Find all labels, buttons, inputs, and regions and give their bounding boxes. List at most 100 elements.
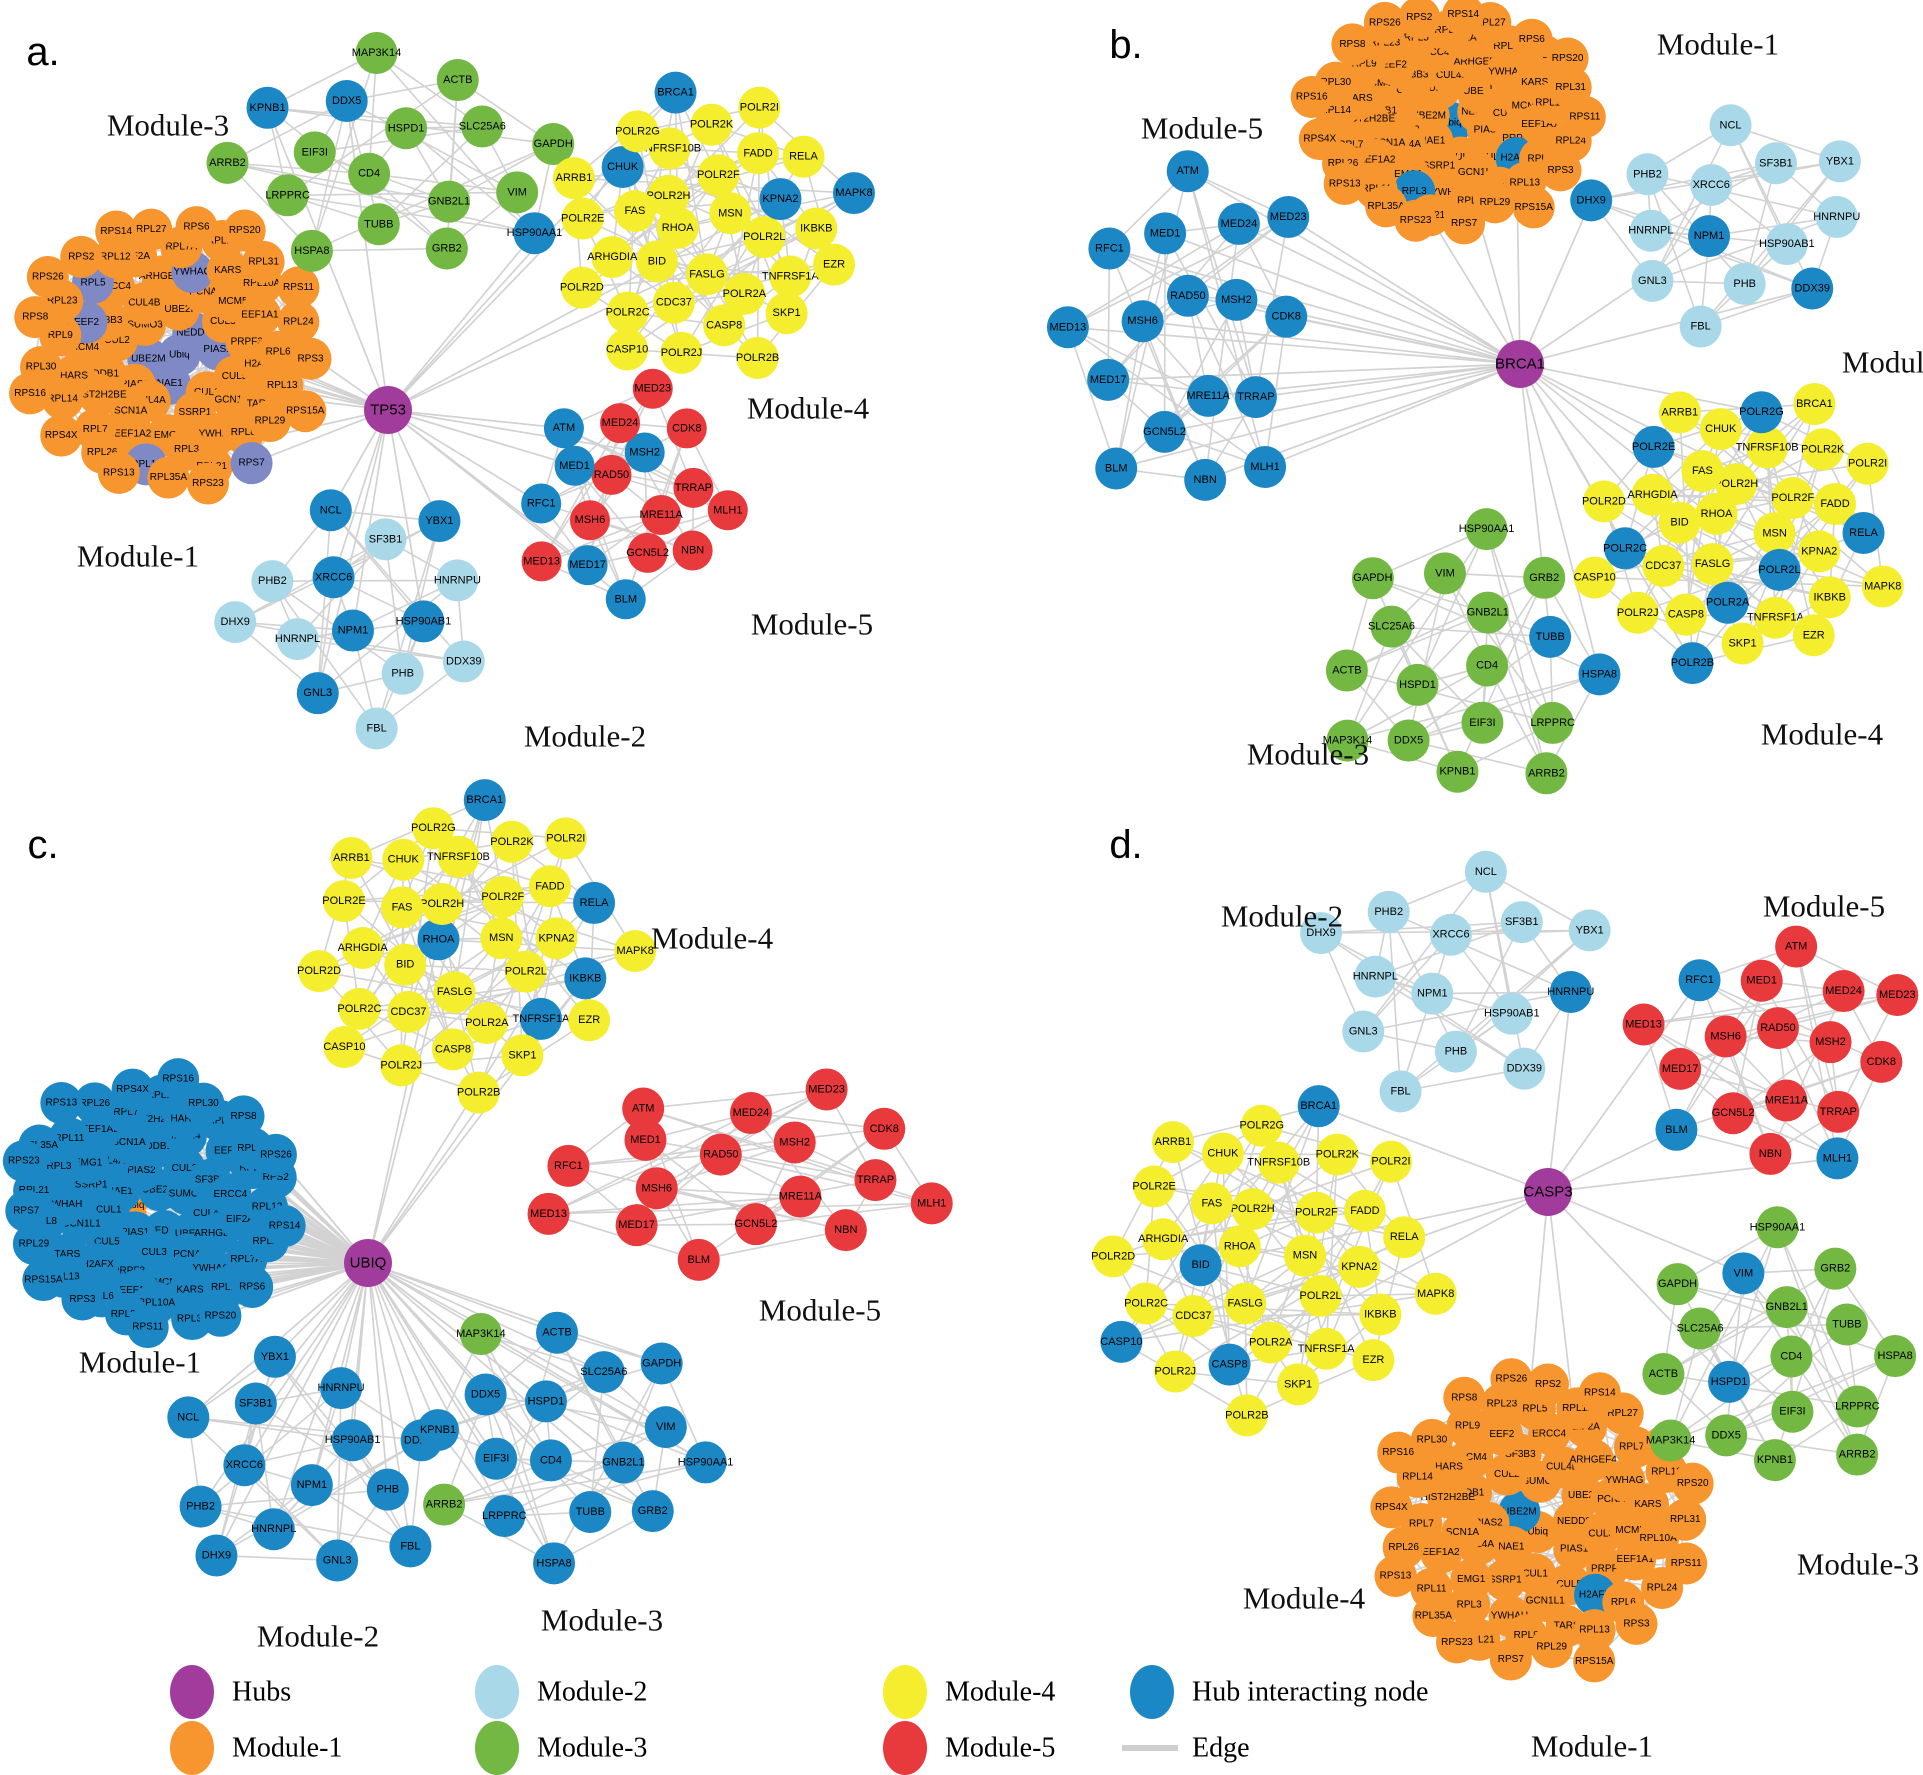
network-node-GAPDH: [1656, 1263, 1699, 1306]
hub-node-BRCA1: [1496, 340, 1544, 388]
network-node-DDX5: [1705, 1414, 1748, 1457]
node-label-RPL21: RPL21: [19, 1185, 50, 1196]
node-label-XRCC6: XRCC6: [1432, 929, 1469, 941]
node-label-MAP3K14: MAP3K14: [456, 1328, 506, 1340]
edge: [1651, 124, 1732, 282]
network-node-GAPDH: [640, 1342, 683, 1385]
network-node-SF3B1: [1500, 901, 1543, 944]
node-label-RPS4X: RPS4X: [1375, 1502, 1408, 1513]
network-node-MED23: [1876, 974, 1919, 1017]
network-node-NPM1: [1411, 972, 1454, 1015]
node-label-RFC1: RFC1: [527, 498, 556, 510]
network-node-VIM: [496, 171, 539, 214]
node-label-RPS16: RPS16: [162, 1074, 194, 1085]
network-node-RHOA: [656, 206, 699, 249]
node-label-KPNA2: KPNA2: [1801, 545, 1837, 557]
network-node-TRRAP: [1234, 376, 1277, 419]
network-node-ARHGDIA: [1142, 1218, 1185, 1261]
node-label-UBE2M: UBE2M: [142, 1185, 176, 1196]
node-label-CUL2: CUL2: [104, 335, 130, 346]
network-node-RPS7: [1443, 202, 1486, 245]
node-label-YWHAH: YWHAH: [1431, 187, 1468, 198]
edge: [188, 1416, 422, 1442]
network-node-RPS14: [1578, 1372, 1621, 1415]
network-node-GNL3: [1631, 259, 1674, 302]
node-label-POLR2H: POLR2H: [1231, 1203, 1275, 1215]
network-node-RPS3: [1539, 149, 1582, 192]
legend-label-Module-2: Module-2: [537, 1677, 647, 1708]
node-label-HSPA8: HSPA8: [536, 1557, 571, 1569]
network-node-CASP10: [323, 1025, 366, 1068]
network-node-MED23: [805, 1068, 848, 1111]
edge: [1362, 934, 1452, 1033]
network-node-RPS16: [9, 372, 52, 415]
node-label-TNFRSF10B: TNFRSF10B: [1247, 1157, 1310, 1169]
node-label-YBX1: YBX1: [261, 1351, 289, 1363]
edge: [1487, 612, 1548, 774]
network-node-TUBB: [1529, 615, 1572, 658]
node-label-RHOA: RHOA: [662, 222, 694, 234]
node-label-SKP1: SKP1: [1284, 1378, 1312, 1390]
node-label-MED1: MED1: [559, 460, 590, 472]
node-label-CDK8: CDK8: [1272, 311, 1301, 323]
network-node-VIM: [644, 1406, 687, 1449]
network-node-GRB2: [1523, 556, 1566, 599]
node-label-MAP3K14: MAP3K14: [1323, 735, 1373, 747]
node-label-RPL29: RPL29: [1536, 1642, 1567, 1653]
node-label-RPL13: RPL13: [267, 380, 298, 391]
network-node-FBL: [389, 1525, 432, 1568]
node-label-GNL3: GNL3: [1349, 1026, 1378, 1038]
network-node-GCN5L2: [1143, 410, 1186, 453]
node-label-RPS8: RPS8: [1451, 1392, 1478, 1403]
node-label-CDK8: CDK8: [672, 422, 701, 434]
node-label-RPL9: RPL9: [1352, 59, 1377, 70]
edge: [376, 52, 483, 128]
node-label-RFC1: RFC1: [1685, 974, 1714, 986]
edge: [408, 977, 586, 1013]
network-node-RPS4X: [111, 1068, 154, 1111]
edge: [484, 1394, 555, 1564]
node-label-RAD50: RAD50: [594, 469, 629, 481]
network-node-FBL: [1679, 305, 1722, 348]
legend-swatch-Module-3: [475, 1721, 519, 1775]
network-node-RPS16: [1290, 75, 1333, 118]
node-label-FBL: FBL: [367, 722, 387, 734]
network-node-POLR2D: [1092, 1235, 1135, 1278]
network-node-RPS26: [254, 1133, 297, 1176]
node-label-MSH6: MSH6: [575, 514, 606, 526]
node-label-RPS4X: RPS4X: [116, 1084, 149, 1095]
network-node-SKP1: [1721, 622, 1764, 665]
network-node-RHOA: [1218, 1225, 1261, 1268]
node-label-RPS8: RPS8: [1339, 39, 1366, 50]
node-label-GCN1L1: GCN1L1: [1526, 1595, 1565, 1606]
node-label-RPL7A: RPL7A: [1493, 41, 1525, 52]
edge: [750, 1112, 885, 1130]
node-label-MSN: MSN: [489, 932, 514, 944]
node-label-CUL2: CUL2: [172, 1163, 198, 1174]
edge: [1594, 532, 1775, 579]
node-label-RPL7A: RPL7A: [165, 242, 197, 253]
node-label-POLR2A: POLR2A: [723, 288, 767, 300]
node-label-ARRB1: ARRB1: [1662, 406, 1699, 418]
node-label-RPL3: RPL3: [46, 1161, 71, 1172]
node-label-PIAS2: PIAS2: [121, 379, 150, 390]
edge: [187, 1416, 338, 1562]
network-node-TNFRSF10B: [1257, 1141, 1300, 1184]
network-node-POLR2I: [1369, 1140, 1412, 1183]
node-label-POLR2I: POLR2I: [1371, 1156, 1410, 1168]
node-label-RPS23: RPS23: [192, 478, 224, 489]
node-label-ACTB: ACTB: [1332, 665, 1361, 677]
network-node-XRCC6: [1690, 163, 1733, 206]
node-label-ARRB2: ARRB2: [1528, 767, 1565, 779]
network-node-GAPDH: [532, 123, 575, 166]
edge: [227, 162, 450, 203]
node-label-BRCA1: BRCA1: [1300, 1100, 1337, 1112]
node-label-POLR2G: POLR2G: [615, 125, 660, 137]
node-label-POLR2E: POLR2E: [1632, 441, 1675, 453]
edge: [311, 100, 348, 251]
edge: [504, 1461, 706, 1517]
hub-edge: [367, 1262, 439, 1431]
edge: [1786, 1306, 1858, 1456]
node-label-DDX5: DDX5: [471, 1388, 500, 1400]
network-node-DDX39: [442, 640, 485, 683]
